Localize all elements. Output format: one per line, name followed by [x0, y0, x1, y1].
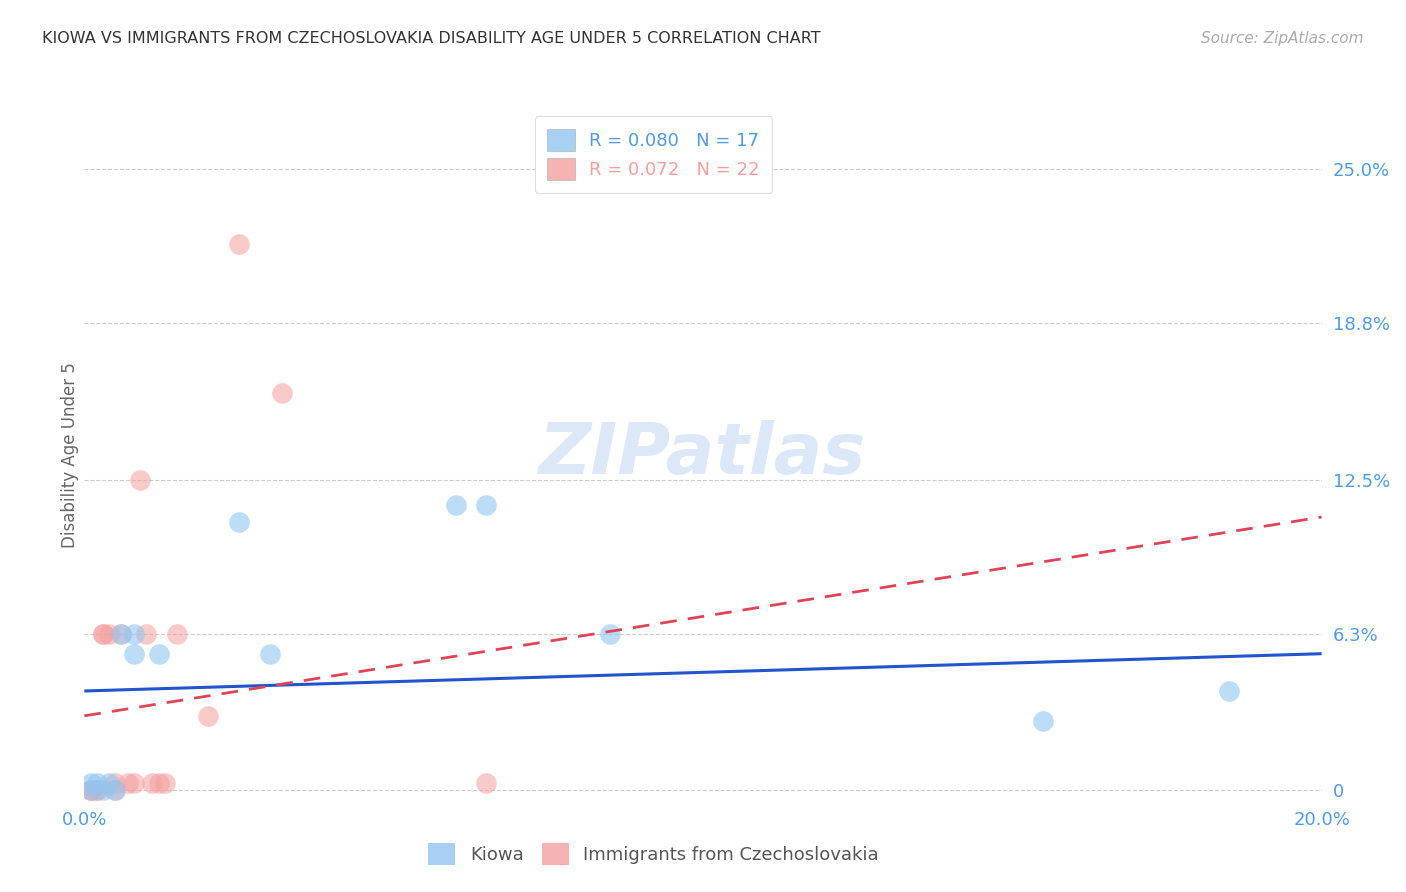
- Point: [122, 776, 145, 790]
- Point: [148, 776, 170, 790]
- Point: [91, 627, 114, 641]
- Point: [79, 783, 101, 797]
- Y-axis label: Disability Age Under 5: Disability Age Under 5: [62, 362, 80, 548]
- Point: [475, 498, 498, 512]
- Point: [197, 708, 219, 723]
- Point: [91, 627, 114, 641]
- Point: [599, 627, 621, 641]
- Point: [79, 783, 101, 797]
- Point: [122, 647, 145, 661]
- Point: [104, 783, 127, 797]
- Point: [98, 776, 121, 790]
- Point: [259, 647, 281, 661]
- Point: [228, 236, 250, 251]
- Point: [141, 776, 163, 790]
- Point: [104, 783, 127, 797]
- Point: [79, 783, 101, 797]
- Legend: Kiowa, Immigrants from Czechoslovakia: Kiowa, Immigrants from Czechoslovakia: [419, 834, 887, 874]
- Point: [153, 776, 176, 790]
- Point: [86, 776, 108, 790]
- Text: KIOWA VS IMMIGRANTS FROM CZECHOSLOVAKIA DISABILITY AGE UNDER 5 CORRELATION CHART: KIOWA VS IMMIGRANTS FROM CZECHOSLOVAKIA …: [42, 31, 821, 46]
- Point: [1032, 714, 1054, 728]
- Text: Source: ZipAtlas.com: Source: ZipAtlas.com: [1201, 31, 1364, 46]
- Point: [129, 473, 152, 487]
- Point: [122, 627, 145, 641]
- Point: [91, 783, 114, 797]
- Point: [135, 627, 157, 641]
- Point: [79, 776, 101, 790]
- Point: [475, 776, 498, 790]
- Point: [228, 515, 250, 529]
- Point: [271, 385, 294, 400]
- Point: [86, 783, 108, 797]
- Point: [117, 776, 139, 790]
- Point: [166, 627, 188, 641]
- Point: [110, 627, 132, 641]
- Point: [444, 498, 467, 512]
- Point: [98, 627, 121, 641]
- Point: [86, 783, 108, 797]
- Text: ZIPatlas: ZIPatlas: [540, 420, 866, 490]
- Point: [1218, 684, 1240, 698]
- Point: [148, 647, 170, 661]
- Point: [104, 776, 127, 790]
- Point: [110, 627, 132, 641]
